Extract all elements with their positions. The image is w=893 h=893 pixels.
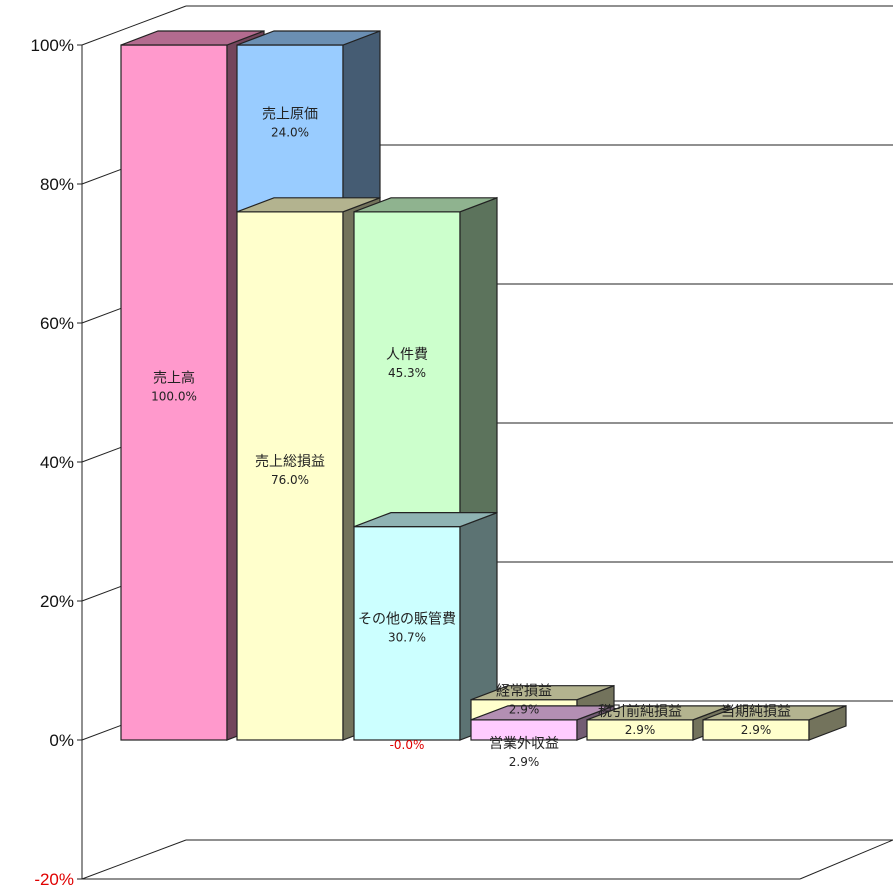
y-tick-label: 60% bbox=[40, 314, 74, 333]
data-label-name: 税引前純損益 bbox=[598, 703, 682, 720]
bars bbox=[120, 30, 847, 741]
data-label-value: 2.9% bbox=[625, 723, 656, 737]
bar-front-face bbox=[120, 44, 228, 741]
side-gridline bbox=[81, 839, 187, 880]
data-label-value: 76.0% bbox=[271, 473, 309, 487]
y-tick-label: -20% bbox=[34, 870, 74, 889]
side-gridline bbox=[81, 5, 187, 46]
data-label-value: 2.9% bbox=[509, 703, 540, 717]
bar-top-face bbox=[470, 685, 615, 701]
y-tick-label: 20% bbox=[40, 592, 74, 611]
data-label-name: 経常損益 bbox=[496, 684, 552, 700]
bar-segment bbox=[120, 30, 265, 741]
data-label-name: 売上原価 bbox=[262, 106, 318, 122]
y-tick-label: 0% bbox=[49, 731, 74, 750]
bar-segment bbox=[353, 196, 498, 528]
floor-right-edge bbox=[799, 839, 893, 880]
data-label-name: 当期純損益 bbox=[721, 704, 791, 720]
data-label-value: 2.9% bbox=[509, 755, 540, 769]
bar-top-face bbox=[120, 30, 265, 46]
data-label-value: 30.7% bbox=[388, 630, 426, 644]
bar-top-face bbox=[236, 30, 381, 46]
bar-segment bbox=[702, 704, 847, 741]
data-label-name: その他の販管費 bbox=[358, 611, 456, 627]
bar-top-face bbox=[470, 705, 615, 721]
y-tick-label: 100% bbox=[31, 36, 74, 55]
data-label-name: 売上高 bbox=[153, 370, 195, 387]
data-labels: 売上高 100.0% 売上原価 24.0% 売上総損益 76.0% 人件費 45.3% その他の… bbox=[151, 106, 791, 769]
data-label-name: 営業外収益 bbox=[489, 736, 559, 752]
data-label-value: -0.0% bbox=[390, 738, 425, 752]
y-axis-ticks: 100% 80% 60% 40% 20% 0% -20% bbox=[31, 36, 82, 889]
data-label-value: 2.9% bbox=[741, 723, 772, 737]
bar-top-face bbox=[236, 197, 381, 213]
bar-top-face bbox=[353, 512, 498, 528]
y-tick-label: 40% bbox=[40, 453, 74, 472]
bar-side-face bbox=[459, 196, 498, 528]
y-tick-label: 80% bbox=[40, 175, 74, 194]
data-label-name: 人件費 bbox=[386, 347, 428, 363]
bar-front-face bbox=[353, 211, 461, 528]
data-label-value: 24.0% bbox=[271, 125, 309, 139]
bar-top-face bbox=[353, 197, 498, 213]
bar-top-face bbox=[586, 705, 731, 721]
bar-top-face bbox=[702, 705, 847, 721]
bar-side-face bbox=[342, 30, 381, 213]
bar-front-face bbox=[353, 526, 461, 741]
data-label-value: 45.3% bbox=[388, 366, 426, 380]
data-label-name: 売上総損益 bbox=[255, 454, 325, 470]
data-label-value: 100.0% bbox=[151, 390, 197, 404]
bar-segment bbox=[353, 511, 498, 741]
